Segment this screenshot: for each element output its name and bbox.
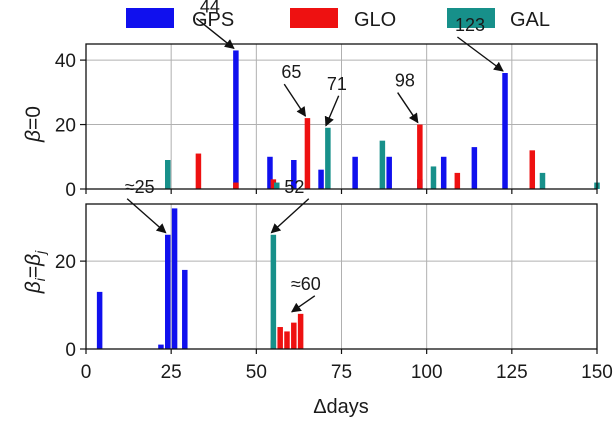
legend: GPS GLO GAL [126,8,550,31]
panel-beta-zero: 0 20 40 44 65 71 98 123 [55,0,600,201]
bar-gps [352,156,358,189]
annotation-label: 71 [327,74,347,94]
annotation-arrow [324,95,340,127]
annotation-label: ≈60 [291,274,321,294]
y-tick-label: 40 [55,51,76,72]
bar-gal [539,172,546,189]
legend-swatch-gps [126,8,174,28]
x-tick-label: 100 [411,362,443,383]
bar-gps [267,156,273,189]
bar-gal [430,166,437,189]
annotation-label: 65 [281,62,301,82]
bar-gps [233,50,239,189]
bar-glo [291,322,297,349]
x-tick-label: 50 [246,362,267,383]
bar-gps [158,344,164,349]
annotation-label: 44 [200,0,220,16]
bar-gps [440,156,447,189]
y-axis-label-top: β=0 [22,106,45,143]
bar-glo [277,327,283,349]
legend-swatch-gal [447,8,495,28]
bar-gal [165,160,171,189]
annotation-label: ≈25 [125,177,155,197]
bar-gal [274,182,280,189]
annotation-label: 52 [284,177,304,197]
legend-label-glo: GLO [354,9,396,31]
bar-gps [318,169,324,189]
bar-gps [165,234,171,349]
bar-glo [270,179,277,189]
bar-glo [233,182,239,189]
bar-glo [417,124,423,189]
panel-beta-equal: 0 20 ≈25 52 ≈60 0 25 50 75 100 125 150 [55,177,613,383]
x-tick-label: 75 [331,362,352,383]
annotation-arrow [283,83,307,117]
y-axis-label-bottom: βi=βj [22,250,48,294]
x-tick-label: 125 [496,362,528,383]
annotation-label: 123 [455,15,485,35]
bar-gal [325,127,331,189]
legend-label-gal: GAL [510,9,550,31]
bar-gps [471,147,478,189]
bar-gps [291,160,297,189]
bar-glo [284,331,290,349]
bar-glo [304,118,311,189]
bar-gps [171,208,178,349]
x-tick-label: 25 [161,362,182,383]
annotation-arrow [397,92,419,124]
y-tick-label: 0 [65,340,76,361]
legend-swatch-glo [290,8,338,28]
bar-glo [454,172,461,189]
bar-glo [195,153,202,189]
bar-glo [297,313,304,349]
bar-glo [529,150,536,189]
annotation-arrow [291,295,316,313]
bar-gps [502,73,508,189]
bar-gal [379,140,386,189]
annotation-arrow [457,36,504,72]
y-tick-label: 20 [55,252,76,273]
x-tick-label: 150 [581,362,613,383]
x-tick-label: 0 [81,362,92,383]
bar-gal [270,234,277,349]
legend-label-gps: GPS [192,9,234,31]
bar-gps [96,291,103,349]
bar-gps [386,156,392,189]
bar-gps [182,269,188,349]
annotation-label: 98 [395,71,415,91]
y-tick-label: 20 [55,116,76,137]
y-tick-label: 0 [65,180,76,201]
x-axis-label: Δdays [313,396,369,417]
